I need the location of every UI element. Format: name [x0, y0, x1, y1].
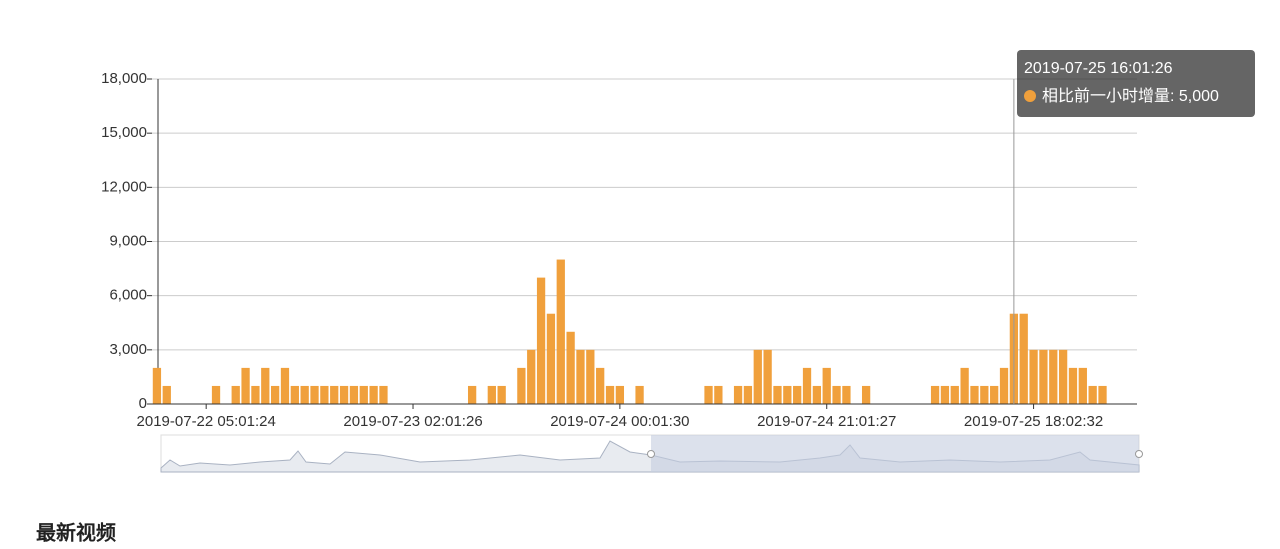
bar — [359, 385, 368, 404]
bar — [517, 367, 526, 404]
bar — [950, 385, 959, 404]
tooltip-title: 2019-07-25 16:01:26 — [1024, 60, 1173, 77]
bar — [990, 385, 999, 404]
bar — [320, 385, 329, 404]
bar — [1068, 367, 1078, 404]
zoom-handle[interactable] — [647, 450, 655, 458]
x-tick-label: 2019-07-25 18:02:32 — [964, 413, 1103, 430]
bar — [556, 259, 565, 404]
bar — [605, 385, 615, 404]
bar — [743, 385, 753, 404]
bar — [1029, 349, 1038, 404]
bar — [1088, 385, 1097, 404]
bar — [783, 385, 792, 404]
bar — [211, 385, 221, 404]
tooltip: 2019-07-25 16:01:26 相比前一小时增量: 5,000 — [1017, 50, 1255, 117]
bar — [812, 385, 822, 404]
bar — [1078, 367, 1087, 404]
bar — [635, 385, 644, 404]
bar — [1039, 349, 1048, 404]
bar — [1098, 385, 1107, 404]
bar — [753, 349, 762, 404]
bar — [152, 367, 162, 404]
bar — [251, 385, 260, 404]
bar — [704, 385, 713, 404]
bar — [546, 313, 556, 404]
bar — [536, 277, 546, 404]
bar — [566, 331, 575, 404]
bar — [714, 385, 723, 404]
bar — [310, 385, 319, 404]
bar — [349, 385, 359, 404]
bar — [162, 385, 171, 404]
bar — [280, 367, 290, 404]
bar — [842, 385, 851, 404]
bar — [576, 349, 585, 404]
bar — [379, 385, 388, 404]
bar — [1019, 313, 1028, 404]
bar — [261, 367, 270, 404]
bar — [822, 367, 831, 404]
bar — [497, 385, 506, 404]
bar — [487, 385, 496, 404]
bar — [861, 385, 871, 404]
y-tick-label: 3,000 — [109, 341, 147, 358]
bar — [763, 349, 772, 404]
bar — [527, 349, 536, 404]
bar — [231, 385, 240, 404]
tooltip-label: 相比前一小时增量: 5,000 — [1042, 87, 1219, 105]
y-tick-label: 6,000 — [109, 287, 147, 304]
bar — [339, 385, 349, 404]
bar — [586, 349, 595, 404]
tooltip-marker — [1024, 90, 1036, 102]
bar — [270, 385, 280, 404]
section-heading: 最新视频 — [36, 520, 116, 544]
y-tick-label: 18,000 — [101, 70, 147, 87]
x-tick-label: 2019-07-24 21:01:27 — [757, 413, 896, 430]
bar — [999, 367, 1009, 404]
x-tick-label: 2019-07-22 05:01:24 — [137, 413, 276, 430]
bar — [300, 385, 309, 404]
zoom-selection[interactable] — [651, 435, 1139, 472]
y-tick-label: 12,000 — [101, 178, 147, 195]
bar — [241, 367, 250, 404]
data-zoom[interactable] — [160, 434, 1143, 473]
bar — [733, 385, 743, 404]
bar — [1049, 349, 1058, 404]
y-tick-label: 0 — [139, 395, 147, 412]
bar — [467, 385, 477, 404]
bar — [940, 385, 950, 404]
x-tick-label: 2019-07-24 00:01:30 — [550, 413, 689, 430]
bar — [802, 367, 812, 404]
y-tick-label: 9,000 — [109, 232, 147, 249]
bar — [832, 385, 841, 404]
bar — [596, 367, 605, 404]
bar — [980, 385, 989, 404]
bar — [1058, 349, 1068, 404]
bar — [773, 385, 782, 404]
bar — [330, 385, 339, 404]
bar — [930, 385, 940, 404]
bar — [793, 385, 802, 404]
tooltip-box — [1017, 50, 1255, 117]
y-tick-label: 15,000 — [101, 124, 147, 141]
zoom-handle[interactable] — [1135, 450, 1143, 458]
bar — [970, 385, 979, 404]
x-tick-label: 2019-07-23 02:01:26 — [343, 413, 482, 430]
bar — [369, 385, 378, 404]
bar — [615, 385, 625, 404]
bar — [960, 367, 969, 404]
bar — [290, 385, 299, 404]
